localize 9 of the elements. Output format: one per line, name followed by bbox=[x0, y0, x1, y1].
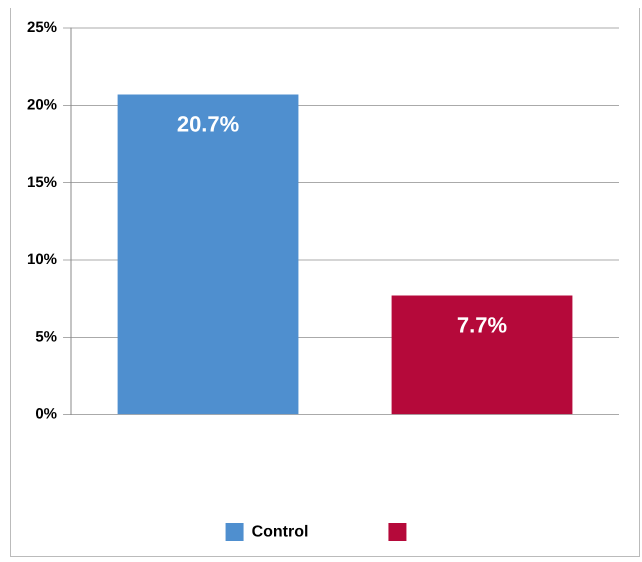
data-label: 7.7% bbox=[456, 312, 508, 338]
y-tick-label: 5% bbox=[35, 328, 58, 346]
y-tick-label: 20% bbox=[26, 96, 58, 114]
legend-label: Control bbox=[252, 523, 308, 540]
y-tick-label: 10% bbox=[26, 251, 58, 268]
y-tick-label: 0% bbox=[35, 406, 58, 423]
y-tick-label: 25% bbox=[26, 19, 58, 36]
data-label: 20.7% bbox=[176, 112, 240, 137]
y-tick-label: 15% bbox=[26, 174, 58, 191]
